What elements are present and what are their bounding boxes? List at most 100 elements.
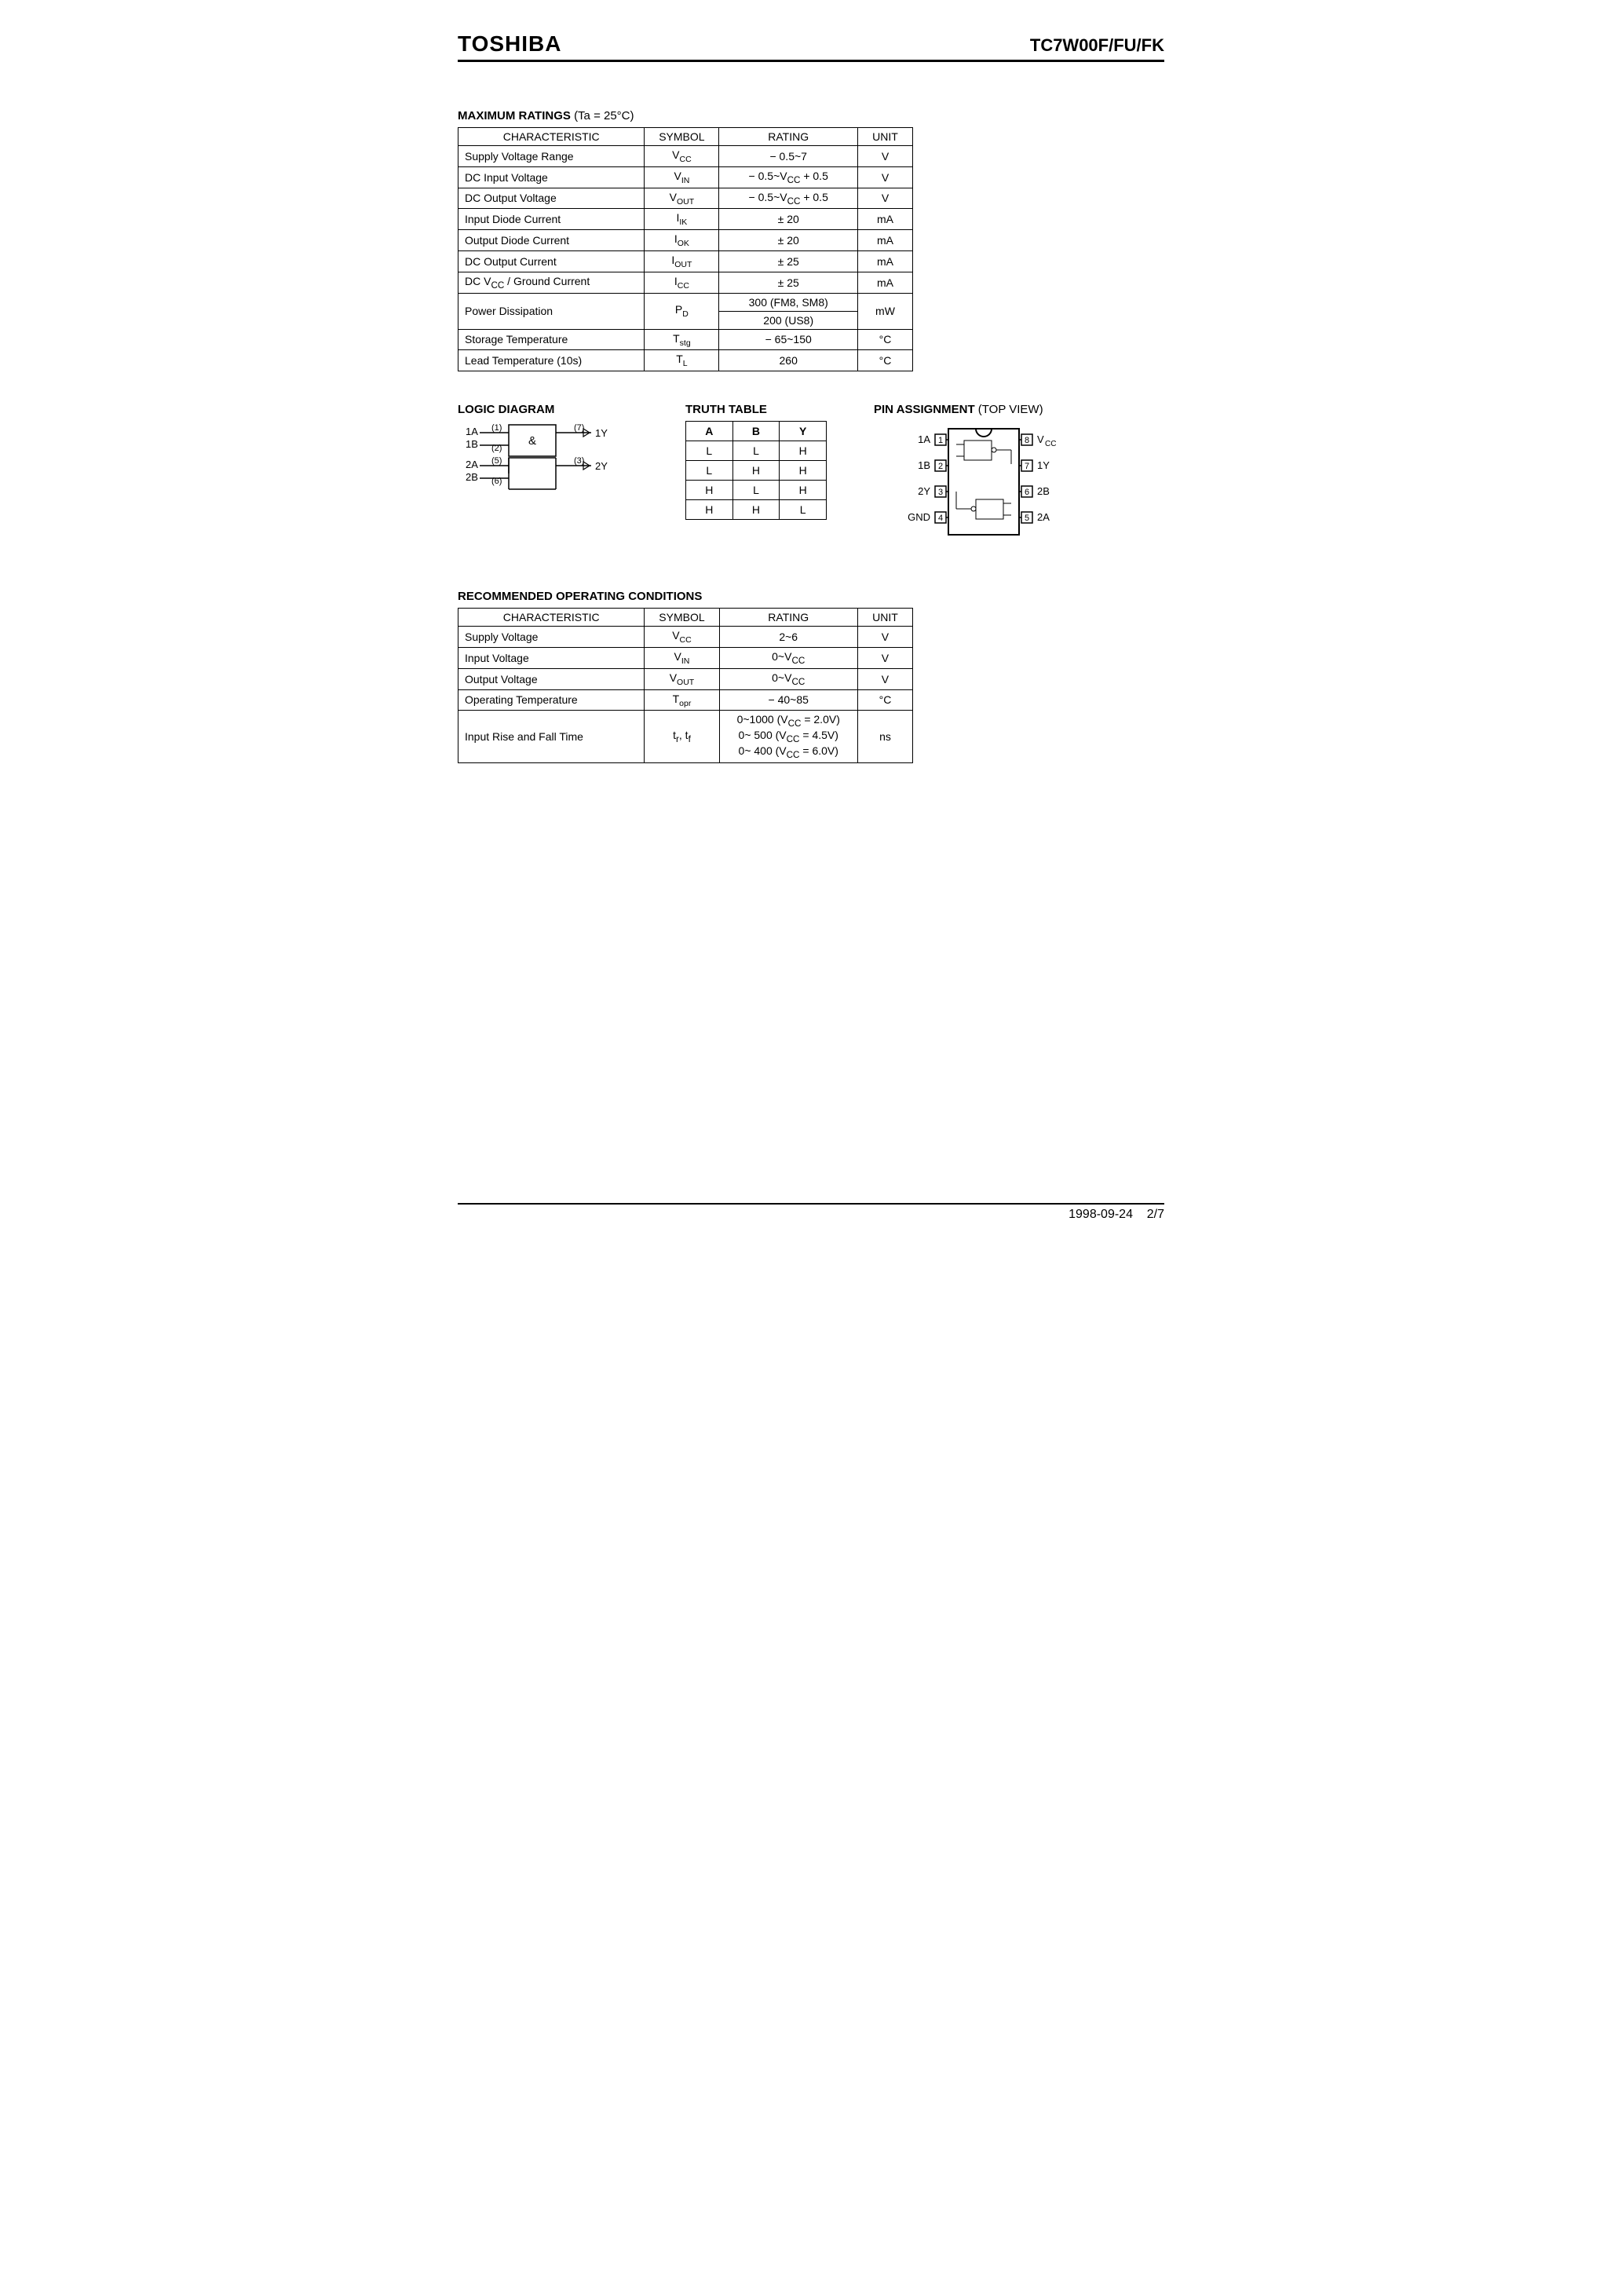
- table-cell: − 0.5~VCC + 0.5: [719, 188, 858, 209]
- table-cell: Lead Temperature (10s): [458, 350, 645, 371]
- svg-text:4: 4: [938, 514, 943, 523]
- label-1y: 1Y: [595, 427, 608, 439]
- table-cell: L: [732, 481, 780, 500]
- table-cell: VIN: [645, 166, 719, 188]
- svg-text:6: 6: [1025, 488, 1029, 497]
- svg-text:7: 7: [1025, 462, 1029, 471]
- svg-text:V: V: [1037, 433, 1044, 445]
- table-cell: Output Voltage: [458, 668, 645, 689]
- table-cell: L: [732, 441, 780, 461]
- th-rating: RATING: [719, 609, 857, 627]
- table-cell: mA: [857, 230, 912, 251]
- svg-text:2Y: 2Y: [918, 485, 930, 497]
- pin-3: (3): [574, 456, 584, 466]
- table-cell: DC Output Voltage: [458, 188, 645, 209]
- table-cell: − 0.5~7: [719, 146, 858, 167]
- max-ratings-title-text: MAXIMUM RATINGS: [458, 109, 571, 122]
- svg-text:3: 3: [938, 488, 943, 497]
- table-cell: 260: [719, 350, 858, 371]
- pin-assignment-title: PIN ASSIGNMENT (TOP VIEW): [874, 403, 1109, 416]
- svg-text:CC: CC: [1045, 440, 1056, 448]
- th-rating: RATING: [719, 128, 858, 146]
- table-cell: Supply Voltage Range: [458, 146, 645, 167]
- table-cell: IOK: [645, 230, 719, 251]
- table-cell: − 0.5~VCC + 0.5: [719, 166, 858, 188]
- table-cell: H: [732, 461, 780, 481]
- table-cell: 2~6: [719, 627, 857, 648]
- table-cell: ± 25: [719, 250, 858, 272]
- footer-date: 1998-09-24: [1069, 1208, 1133, 1221]
- recommended-table: CHARACTERISTIC SYMBOL RATING UNIT Supply…: [458, 608, 913, 763]
- table-cell: TL: [645, 350, 719, 371]
- footer: 1998-09-24 2/7: [458, 1203, 1164, 1222]
- th-b: B: [732, 422, 780, 441]
- brand-logo: TOSHIBA: [458, 31, 562, 57]
- table-cell: 0~1000 (VCC = 2.0V)0~ 500 (VCC = 4.5V)0~…: [719, 711, 857, 762]
- table-cell: V: [857, 668, 912, 689]
- table-cell: H: [686, 481, 733, 500]
- table-cell: H: [686, 500, 733, 520]
- svg-text:2A: 2A: [1037, 511, 1050, 523]
- label-1b: 1B: [466, 438, 478, 450]
- logic-diagram: 1A 1B (1) (2) & (7) 1Y 2A 2B (5) (6): [458, 421, 638, 507]
- part-number: TC7W00F/FU/FK: [1030, 35, 1164, 56]
- table-cell: ns: [857, 711, 912, 762]
- th-char: CHARACTERISTIC: [458, 128, 645, 146]
- table-cell: L: [686, 461, 733, 481]
- table-cell: V: [857, 146, 912, 167]
- pin-assignment-diagram: 11A21B32Y4GND 8VCC71Y62B52A: [874, 421, 1094, 547]
- table-cell: Supply Voltage: [458, 627, 645, 648]
- table-cell: ± 25: [719, 272, 858, 293]
- truth-table-title: TRUTH TABLE: [685, 403, 842, 416]
- th-a: A: [686, 422, 733, 441]
- th-unit: UNIT: [857, 128, 912, 146]
- pin-7: (7): [574, 423, 584, 433]
- table-cell: VOUT: [645, 668, 719, 689]
- svg-text:1: 1: [938, 436, 943, 445]
- table-cell: mA: [857, 250, 912, 272]
- table-cell: Storage Temperature: [458, 329, 645, 350]
- table-cell: Input Voltage: [458, 647, 645, 668]
- table-cell: V: [857, 166, 912, 188]
- svg-text:8: 8: [1025, 436, 1029, 445]
- svg-text:GND: GND: [908, 511, 930, 523]
- table-cell: VCC: [645, 627, 719, 648]
- svg-text:1A: 1A: [918, 433, 930, 445]
- max-ratings-condition: (Ta = 25°C): [574, 109, 634, 122]
- table-cell: °C: [857, 350, 912, 371]
- table-cell: Input Diode Current: [458, 209, 645, 230]
- table-cell: L: [686, 441, 733, 461]
- table-cell: ± 20: [719, 209, 858, 230]
- table-cell: Power Dissipation: [458, 293, 645, 329]
- table-cell: VCC: [645, 146, 719, 167]
- table-cell: Input Rise and Fall Time: [458, 711, 645, 762]
- truth-table: A B Y LLHLHHHLHHHL: [685, 421, 827, 520]
- max-ratings-table: CHARACTERISTIC SYMBOL RATING UNIT Supply…: [458, 127, 913, 371]
- table-cell: mW: [857, 293, 912, 329]
- pin-5: (5): [491, 456, 502, 466]
- table-cell: DC Output Current: [458, 250, 645, 272]
- table-cell: H: [780, 441, 827, 461]
- table-cell: °C: [857, 329, 912, 350]
- header: TOSHIBA TC7W00F/FU/FK: [458, 31, 1164, 62]
- table-cell: V: [857, 627, 912, 648]
- table-cell: 0~VCC: [719, 668, 857, 689]
- table-cell: 0~VCC: [719, 647, 857, 668]
- table-cell: °C: [857, 689, 912, 711]
- label-2b: 2B: [466, 471, 478, 483]
- table-cell: − 40~85: [719, 689, 857, 711]
- table-cell: Output Diode Current: [458, 230, 645, 251]
- table-cell: 300 (FM8, SM8) 200 (US8): [719, 293, 858, 329]
- svg-text:1Y: 1Y: [1037, 459, 1050, 471]
- table-cell: V: [857, 188, 912, 209]
- table-cell: H: [732, 500, 780, 520]
- label-2y: 2Y: [595, 460, 608, 472]
- table-cell: mA: [857, 209, 912, 230]
- table-cell: H: [780, 481, 827, 500]
- svg-text:1B: 1B: [918, 459, 930, 471]
- label-1a: 1A: [466, 426, 478, 437]
- th-symbol: SYMBOL: [645, 128, 719, 146]
- table-cell: V: [857, 647, 912, 668]
- svg-text:2: 2: [938, 462, 943, 471]
- table-cell: Operating Temperature: [458, 689, 645, 711]
